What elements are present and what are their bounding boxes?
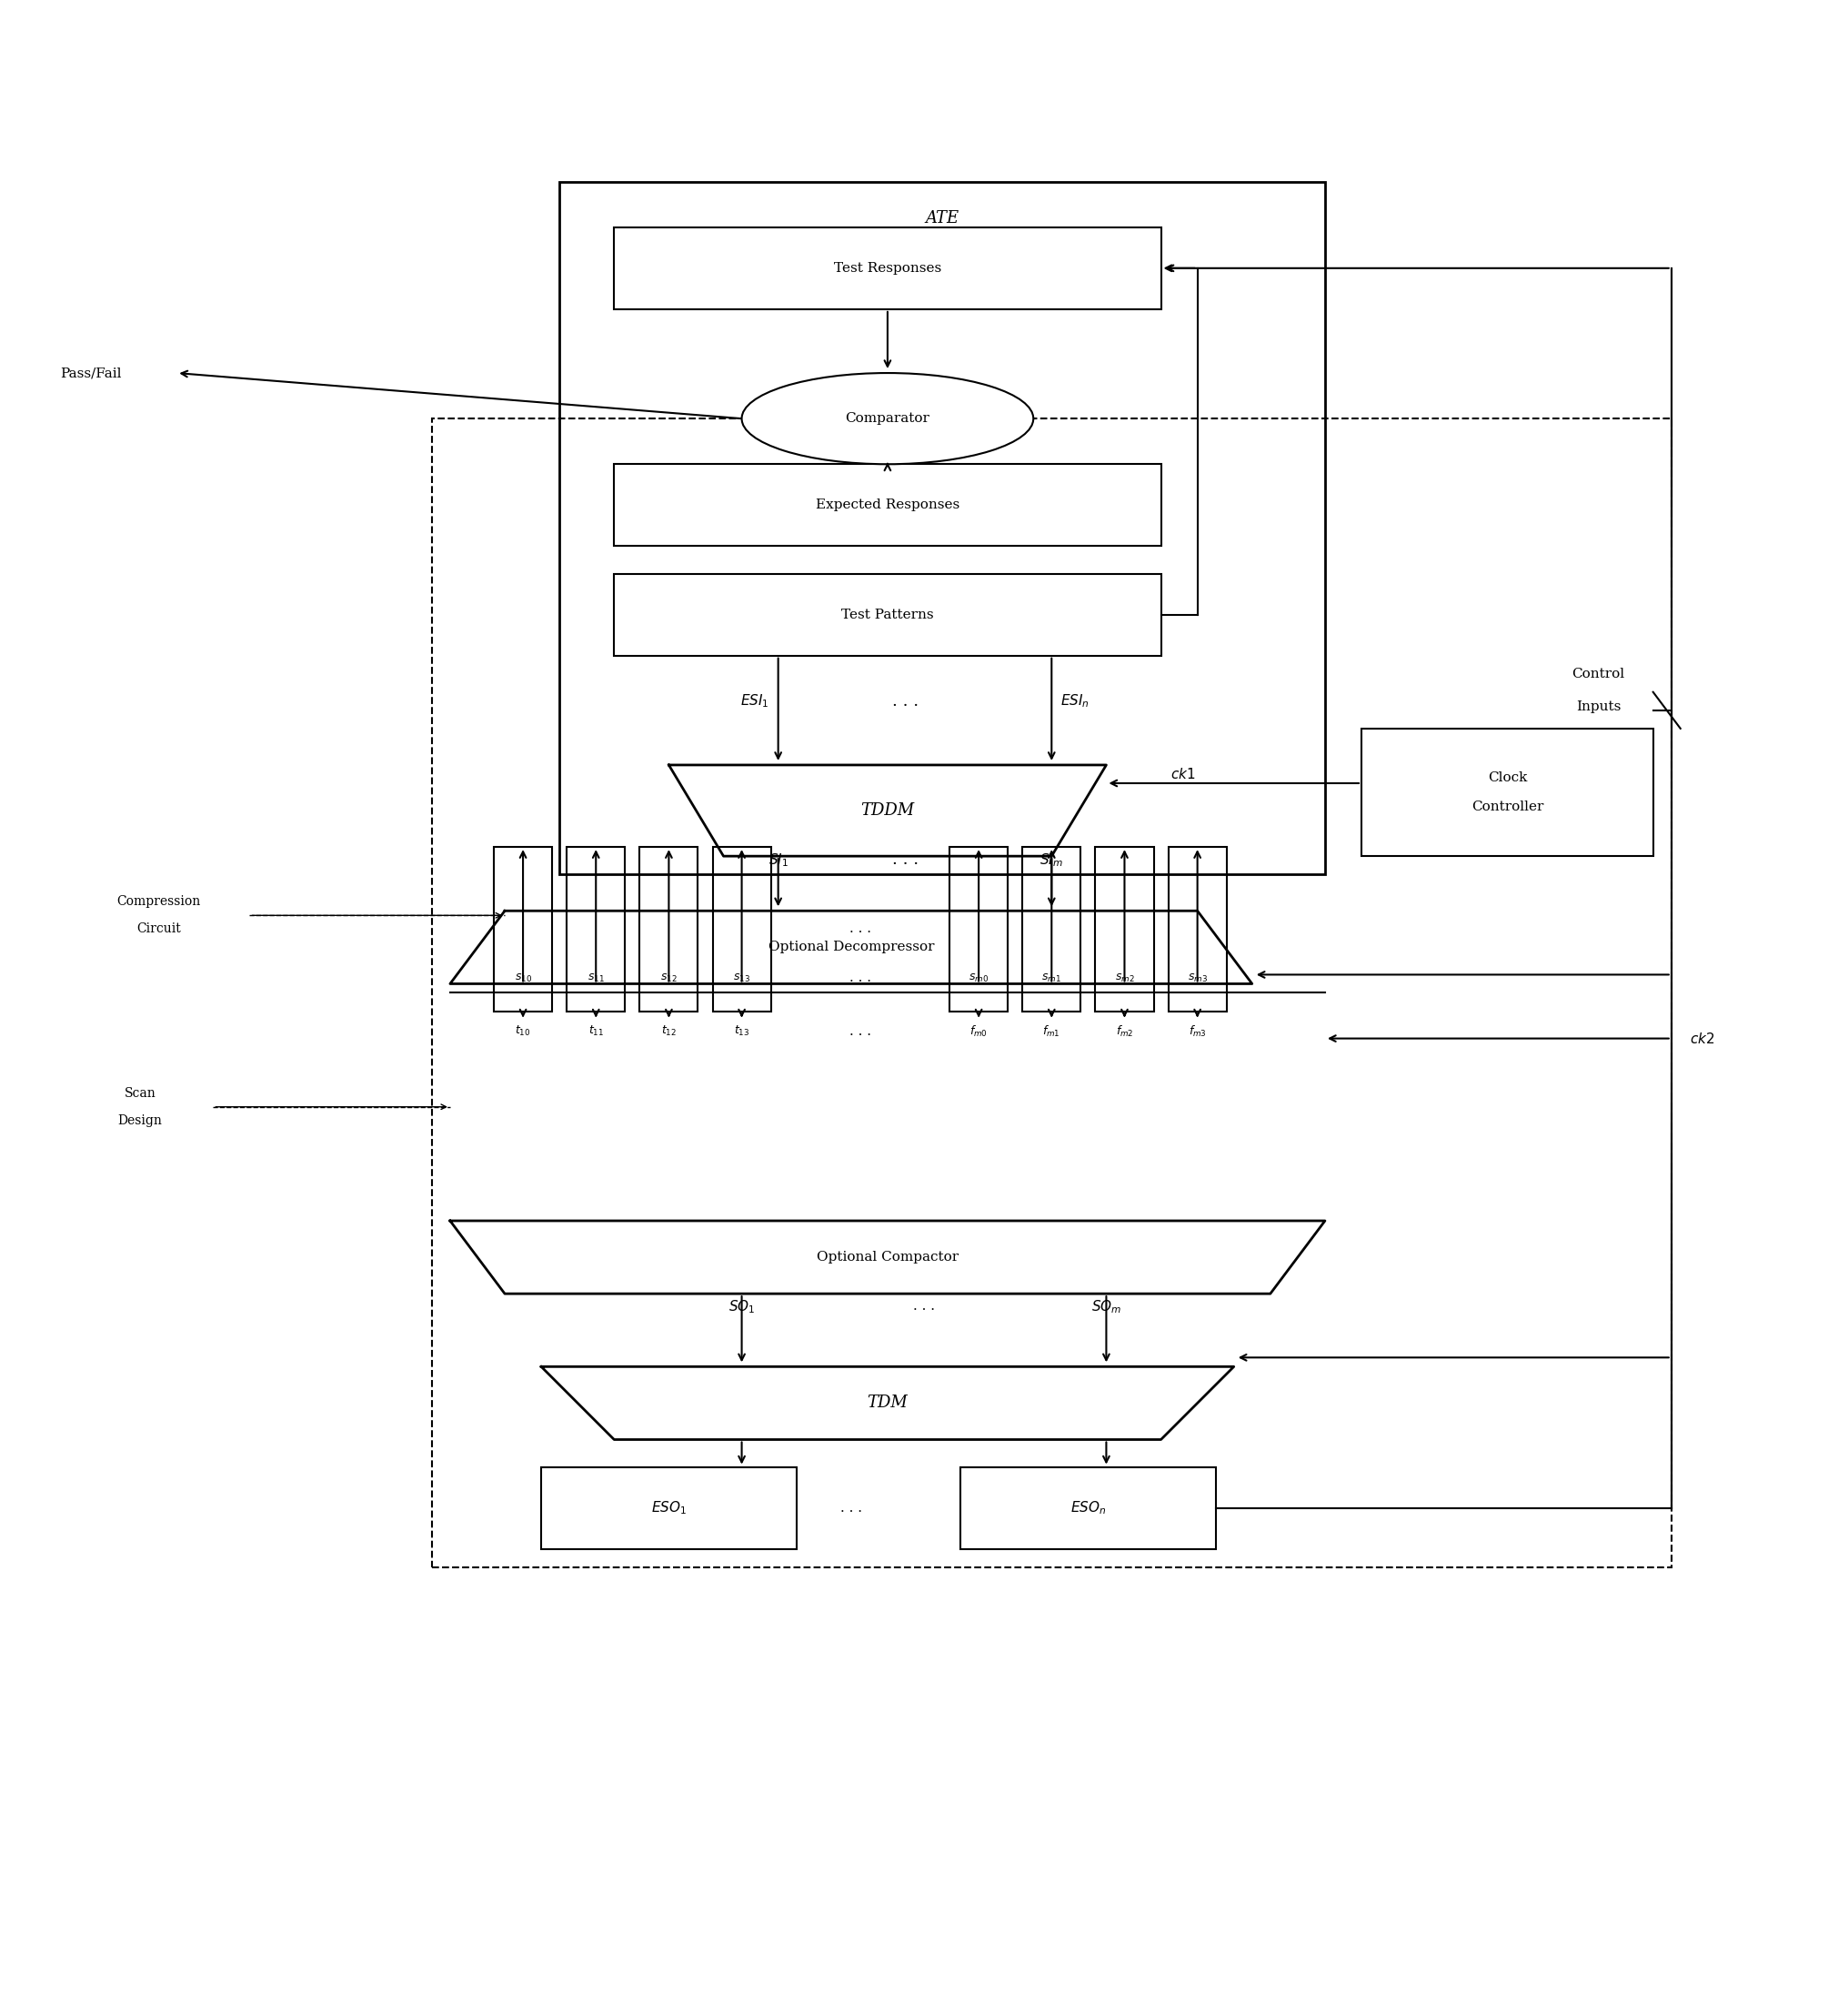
Text: . . .: . . . <box>893 693 918 709</box>
Text: Test Patterns: Test Patterns <box>841 607 933 621</box>
Text: TDDM: TDDM <box>861 802 915 820</box>
Text: $t_{13}$: $t_{13}$ <box>734 1024 750 1038</box>
Text: ATE: ATE <box>926 210 959 226</box>
Ellipse shape <box>741 373 1033 465</box>
Text: $SO_1$: $SO_1$ <box>728 1299 756 1315</box>
Text: $s_{m0}$: $s_{m0}$ <box>968 972 989 984</box>
Text: $s_{11}$: $s_{11}$ <box>588 972 604 984</box>
Text: $s_{m3}$: $s_{m3}$ <box>1188 972 1207 984</box>
Text: $ESO_n$: $ESO_n$ <box>1070 1499 1105 1517</box>
Text: $t_{12}$: $t_{12}$ <box>662 1024 676 1038</box>
Text: $t_{11}$: $t_{11}$ <box>588 1024 604 1038</box>
Text: $s_{m1}$: $s_{m1}$ <box>1042 972 1061 984</box>
Text: Comparator: Comparator <box>845 413 930 425</box>
Text: $f_{m0}$: $f_{m0}$ <box>970 1024 987 1038</box>
Text: $f_{m1}$: $f_{m1}$ <box>1042 1024 1061 1038</box>
Text: Pass/Fail: Pass/Fail <box>61 367 122 379</box>
Text: . . .: . . . <box>850 1024 870 1038</box>
Text: . . .: . . . <box>913 1301 935 1313</box>
Text: $SI_m$: $SI_m$ <box>1040 852 1063 868</box>
Text: Test Responses: Test Responses <box>833 263 941 275</box>
Text: Circuit: Circuit <box>137 922 181 936</box>
Text: Optional Compactor: Optional Compactor <box>817 1250 959 1265</box>
Text: Compression: Compression <box>116 896 200 908</box>
Text: $SI_1$: $SI_1$ <box>769 852 787 868</box>
Text: $ck2$: $ck2$ <box>1689 1032 1715 1046</box>
Text: . . .: . . . <box>893 852 918 868</box>
Text: Design: Design <box>118 1114 163 1126</box>
Text: $s_{13}$: $s_{13}$ <box>734 972 750 984</box>
Text: Scan: Scan <box>124 1086 155 1100</box>
Text: Inputs: Inputs <box>1576 699 1621 713</box>
Text: $ESI_n$: $ESI_n$ <box>1061 693 1090 709</box>
Text: $s_{10}$: $s_{10}$ <box>514 972 532 984</box>
Text: Control: Control <box>1573 667 1624 679</box>
Text: $ck1$: $ck1$ <box>1170 768 1196 782</box>
Text: . . .: . . . <box>850 972 870 984</box>
Text: $SO_m$: $SO_m$ <box>1090 1299 1122 1315</box>
Text: $t_{10}$: $t_{10}$ <box>516 1024 530 1038</box>
Text: Expected Responses: Expected Responses <box>815 499 959 511</box>
Text: . . .: . . . <box>850 922 870 936</box>
Text: $f_{m2}$: $f_{m2}$ <box>1116 1024 1133 1038</box>
Text: TDM: TDM <box>867 1395 907 1411</box>
Text: $ESO_1$: $ESO_1$ <box>650 1499 687 1517</box>
Text: $f_{m3}$: $f_{m3}$ <box>1188 1024 1207 1038</box>
Text: Controller: Controller <box>1471 800 1543 814</box>
Text: . . .: . . . <box>841 1501 861 1515</box>
Text: $s_{12}$: $s_{12}$ <box>660 972 678 984</box>
Text: $ESI_1$: $ESI_1$ <box>741 693 769 709</box>
Text: Optional Decompressor: Optional Decompressor <box>769 942 933 954</box>
Text: $s_{m2}$: $s_{m2}$ <box>1114 972 1135 984</box>
Text: Clock: Clock <box>1488 772 1526 784</box>
